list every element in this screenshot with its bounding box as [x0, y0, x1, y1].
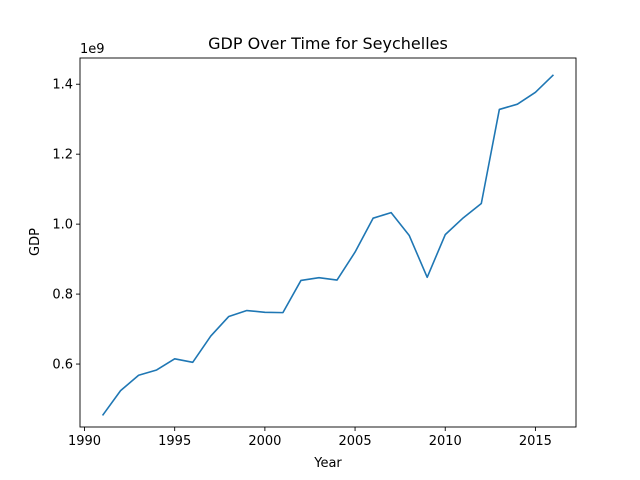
x-tick-label-2005: 2005 [339, 434, 372, 449]
y-tick-label-3: 1.2 [52, 148, 73, 163]
x-tick-label-2010: 2010 [429, 434, 462, 449]
x-tick-label-2015: 2015 [519, 434, 552, 449]
y-axis-offset-label: 1e9 [80, 42, 105, 57]
x-tick-label-1995: 1995 [158, 434, 191, 449]
y-axis-label: GDP [28, 228, 43, 256]
y-tick-label-1: 0.8 [52, 288, 73, 303]
chart-title: GDP Over Time for Seychelles [208, 34, 448, 53]
plot-area: 1990 1995 2000 2005 2010 2015 0.6 0.8 1.0 1.2 1.4 [52, 57, 577, 449]
y-tick-label-4: 1.4 [52, 78, 73, 93]
plot-frame [79, 57, 577, 428]
y-tick-label-2: 1.0 [52, 218, 73, 233]
series-line-0 [101, 74, 555, 416]
x-tick-label-2000: 2000 [248, 434, 281, 449]
x-axis-label: Year [313, 456, 342, 471]
y-tick-label-0: 0.6 [52, 358, 73, 373]
x-tick-label-1990: 1990 [68, 434, 101, 449]
